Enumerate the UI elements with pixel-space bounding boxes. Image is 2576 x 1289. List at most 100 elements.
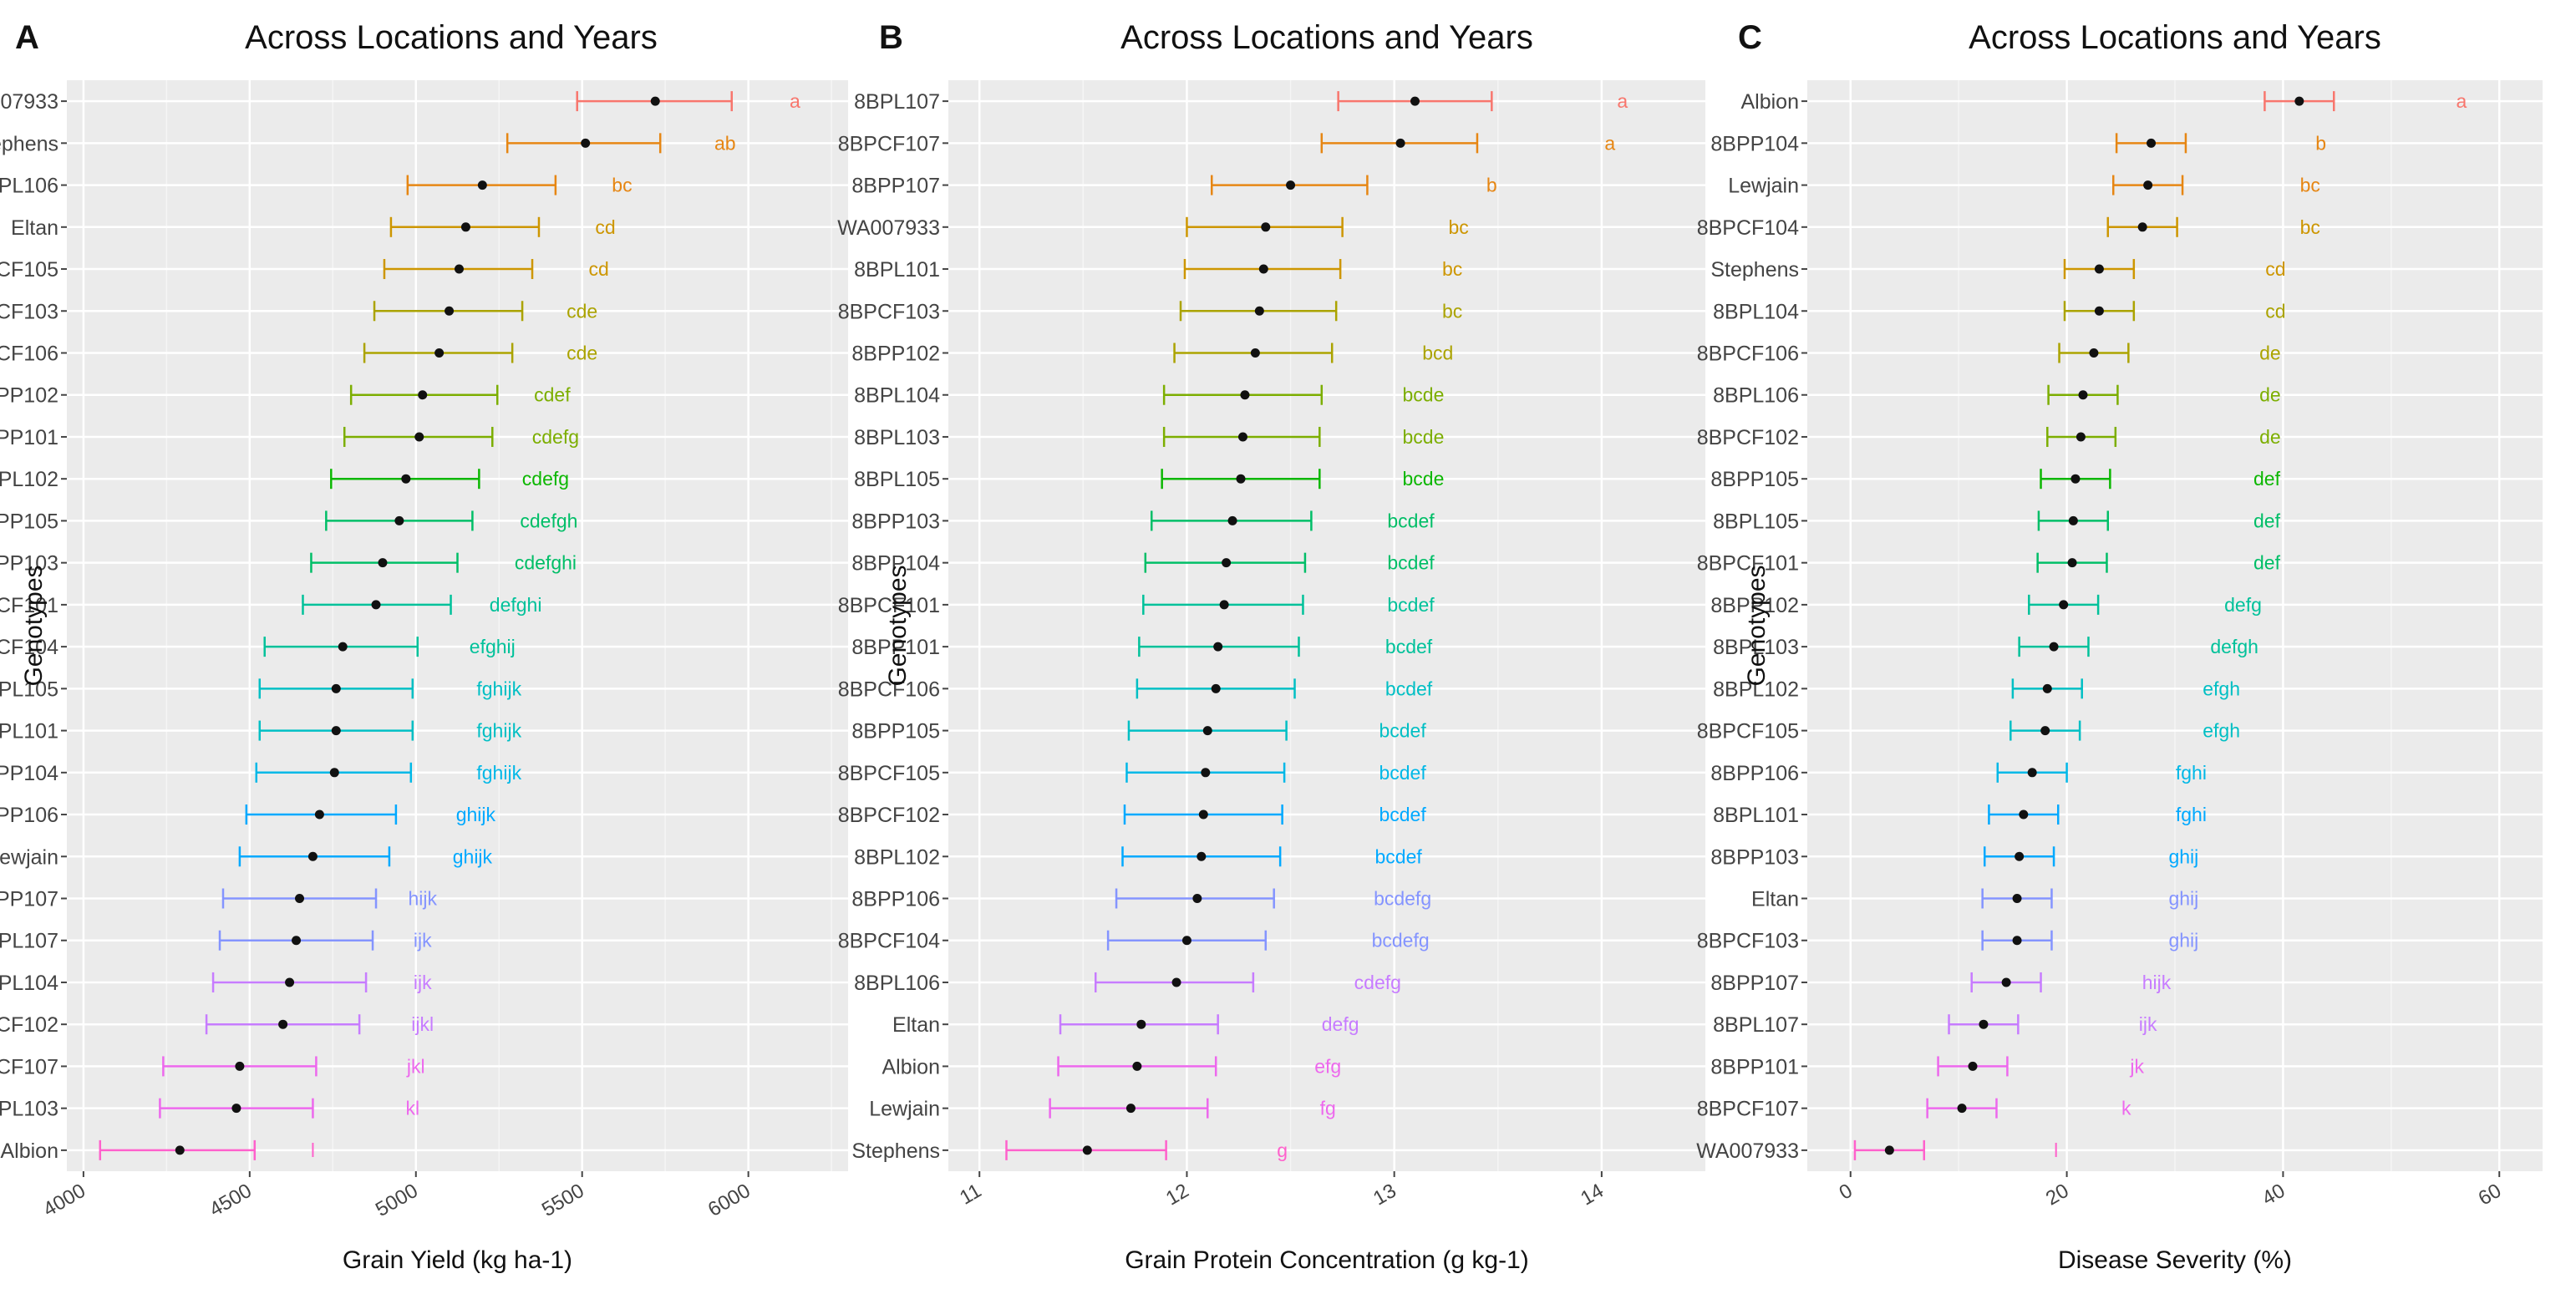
mean-point xyxy=(331,683,341,693)
significance-letter: ijk xyxy=(2139,1013,2157,1035)
error-bar-8BPP102 xyxy=(2028,594,2100,615)
mean-point xyxy=(1236,474,1246,484)
significance-letter: hijk xyxy=(2142,972,2172,993)
y-tick-label: 8BPCF106 xyxy=(838,677,940,701)
error-bar-8BPCF102 xyxy=(205,1014,361,1035)
error-bar-8BPCF101 xyxy=(302,594,452,615)
error-bar-8BPP102 xyxy=(1173,343,1334,363)
panel-background xyxy=(948,80,1705,1171)
panel-letter: A xyxy=(15,19,39,56)
error-bar-Lewjain xyxy=(238,846,391,867)
significance-letter: ghij xyxy=(2168,888,2198,910)
y-tick-label: Albion xyxy=(1741,90,1800,114)
mean-point xyxy=(2059,600,2069,610)
y-tick-label: 8BPL103 xyxy=(1713,636,1799,659)
error-bar-8BPP101 xyxy=(1138,637,1300,657)
error-bar-8BPCF106 xyxy=(363,343,514,363)
mean-point xyxy=(2143,180,2153,190)
significance-letter: ghijk xyxy=(456,804,496,825)
significance-letter: bcdef xyxy=(1385,636,1433,657)
y-tick-label: 8BPP105 xyxy=(851,720,940,743)
y-tick-label: 8BPCF101 xyxy=(838,594,940,617)
mean-point xyxy=(1227,515,1237,525)
error-bar-8BPCF105 xyxy=(1125,762,1286,783)
significance-letter: bc xyxy=(1442,258,1462,280)
mean-point xyxy=(1198,809,1208,820)
error-bar-8BPCF103 xyxy=(1179,301,1338,322)
significance-letter: ghij xyxy=(2168,930,2198,952)
mean-point xyxy=(2294,96,2304,106)
mean-point xyxy=(2067,558,2077,568)
y-tick-label: 8BPL107 xyxy=(1713,1013,1799,1037)
significance-letter: efg xyxy=(1314,1055,1341,1077)
y-tick-label: Eltan xyxy=(892,1013,940,1037)
significance-letter: a xyxy=(790,90,800,112)
y-tick-label: 8BPCF105 xyxy=(838,762,940,785)
chart-title: Across Locations and Years xyxy=(245,19,658,56)
mean-point xyxy=(1222,558,1232,568)
y-tick-label: 8BPL104 xyxy=(0,972,58,995)
y-tick-label: 8BPL104 xyxy=(1713,300,1799,323)
mean-point xyxy=(434,348,445,358)
mean-point xyxy=(2137,222,2147,232)
y-tick-label: Albion xyxy=(882,1055,941,1078)
mean-point xyxy=(394,515,404,525)
mean-point xyxy=(1237,432,1247,442)
panel-c: 0 20 40 60aAlbionb8BPP104bcLewjainbc8BPCF10… xyxy=(1696,19,2543,1274)
significance-letter: ijk xyxy=(414,972,432,993)
significance-letter: de xyxy=(2259,384,2281,406)
mean-point xyxy=(650,96,660,106)
y-tick-label: 8BPCF106 xyxy=(0,343,58,366)
mean-point xyxy=(1171,977,1181,987)
significance-letter: cdefg xyxy=(1354,972,1401,993)
error-bar-8BPP103 xyxy=(1983,846,2055,867)
significance-letter: ijk xyxy=(414,930,432,952)
error-bar-8BPCF106 xyxy=(2058,343,2130,363)
x-axis-label: Grain Protein Concentration (g kg-1) xyxy=(1125,1246,1529,1274)
mean-point xyxy=(2094,306,2104,316)
significance-letter: def xyxy=(2253,552,2281,574)
y-tick-label: 8BPP101 xyxy=(851,636,940,659)
error-bar-8BPP105 xyxy=(1127,720,1288,741)
y-tick-label: 8BPL107 xyxy=(0,930,58,953)
error-bar-8BPL103 xyxy=(1162,426,1321,447)
mean-point xyxy=(1201,768,1211,778)
significance-letter: bcdefg xyxy=(1372,930,1430,952)
error-bar-8BPL107 xyxy=(1337,91,1493,112)
significance-letter: cdefg xyxy=(522,468,569,490)
mean-point xyxy=(2042,683,2052,693)
mean-point xyxy=(329,768,339,778)
y-tick-label: 8BPP104 xyxy=(1710,132,1799,155)
significance-letter: cde xyxy=(567,343,597,364)
error-bar-8BPL101 xyxy=(258,720,414,741)
error-bar-8BPL101 xyxy=(1988,804,2060,825)
mean-point xyxy=(581,138,591,148)
error-bar-8BPL104 xyxy=(1162,384,1324,405)
significance-letter: ghijk xyxy=(453,845,493,867)
mean-point xyxy=(235,1061,245,1071)
y-tick-label: 8BPL105 xyxy=(0,677,58,701)
mean-point xyxy=(1202,726,1212,736)
error-bar-8BPP107 xyxy=(221,888,378,909)
mean-point xyxy=(1395,138,1405,148)
y-tick-label: 8BPP107 xyxy=(1710,972,1799,995)
mean-point xyxy=(1884,1145,1894,1155)
y-tick-label: 8BPL106 xyxy=(854,972,940,995)
error-bar-8BPCF107 xyxy=(1926,1098,1998,1119)
error-bar-8BPCF101 xyxy=(1142,594,1304,615)
error-bar-8BPL103 xyxy=(159,1098,314,1119)
mean-point xyxy=(477,180,487,190)
significance-letter: fghi xyxy=(2176,804,2207,825)
error-bar-8BPL103 xyxy=(2018,637,2090,657)
error-bar-8BPP106 xyxy=(245,804,398,825)
y-tick-label: 8BPCF101 xyxy=(0,594,58,617)
error-bar-Stephens xyxy=(2063,259,2136,280)
mean-point xyxy=(1250,348,1260,358)
y-tick-label: 8BPCF107 xyxy=(0,1055,58,1078)
error-bar-WA007933 xyxy=(1186,216,1344,237)
mean-point xyxy=(295,894,305,903)
significance-letter: cdefgh xyxy=(520,510,577,531)
significance-letter: l xyxy=(2054,1139,2058,1161)
mean-point xyxy=(2078,390,2088,400)
error-bar-8BPL105 xyxy=(1161,469,1321,490)
